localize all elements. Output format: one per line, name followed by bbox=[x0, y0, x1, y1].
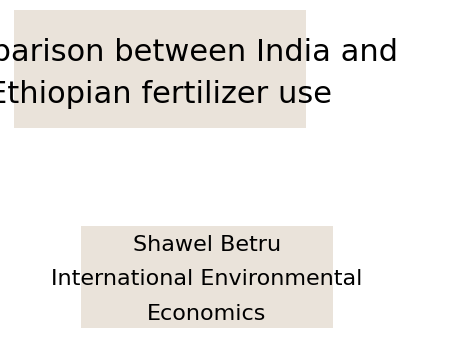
Text: International Environmental: International Environmental bbox=[51, 269, 363, 289]
Text: Ethiopian fertilizer use: Ethiopian fertilizer use bbox=[0, 80, 332, 109]
Text: Shawel Betru: Shawel Betru bbox=[133, 235, 281, 255]
Text: Economics: Economics bbox=[147, 304, 267, 324]
Text: Comparison between India and: Comparison between India and bbox=[0, 38, 398, 67]
